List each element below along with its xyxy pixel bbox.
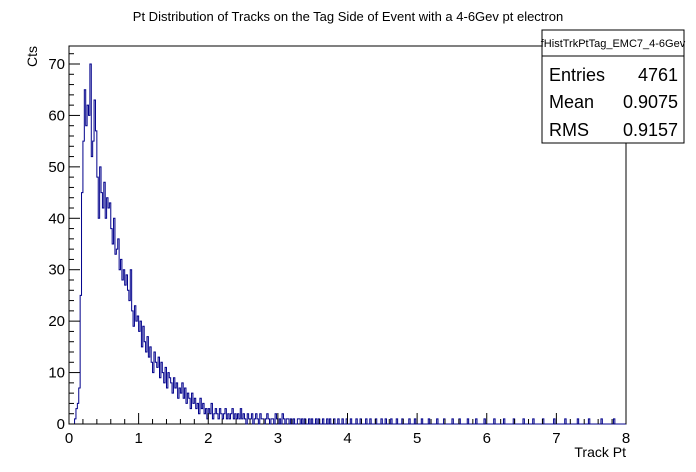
y-tick-label: 60	[48, 107, 65, 124]
x-tick-label: 5	[413, 430, 421, 447]
axis-ticks	[68, 53, 627, 425]
y-tick-label: 30	[48, 262, 65, 279]
y-tick-label: 0	[57, 416, 65, 433]
histogram-line	[69, 63, 626, 425]
stats-mean-label: Mean	[549, 92, 594, 112]
y-tick-label: 20	[48, 313, 65, 330]
stats-rms-value: 0.9157	[623, 120, 678, 140]
stats-mean-value: 0.9075	[623, 92, 678, 112]
x-axis-label: Track Pt	[574, 444, 626, 460]
x-tick-label: 1	[134, 430, 142, 447]
y-tick-label: 40	[48, 210, 65, 227]
x-tick-label: 6	[483, 430, 491, 447]
x-tick-label: 0	[65, 430, 73, 447]
stats-box-frame	[541, 29, 685, 144]
stats-entries-label: Entries	[549, 65, 605, 85]
y-tick-labels: 0 10 20 30 40 50 60 70	[48, 56, 65, 433]
stats-rms-label: RMS	[549, 120, 589, 140]
x-tick-label: 8	[622, 430, 630, 447]
x-tick-labels: 0 1 2 3 4 5 6 7 8	[65, 430, 630, 447]
y-tick-label: 10	[48, 365, 65, 382]
x-tick-label: 3	[274, 430, 282, 447]
stats-box: fHistTrkPtTag_EMC7_4-6Gev Entries 4761 M…	[541, 29, 686, 144]
x-tick-label: 2	[204, 430, 212, 447]
stats-histogram-name: fHistTrkPtTag_EMC7_4-6Gev	[541, 38, 686, 50]
y-tick-label: 50	[48, 159, 65, 176]
y-tick-label: 70	[48, 56, 65, 73]
y-axis-label: Cts	[24, 46, 40, 67]
x-tick-label: 4	[343, 430, 351, 447]
chart-title: Pt Distribution of Tracks on the Tag Sid…	[133, 9, 563, 24]
x-tick-label: 7	[552, 430, 560, 447]
stats-entries-value: 4761	[638, 65, 678, 85]
